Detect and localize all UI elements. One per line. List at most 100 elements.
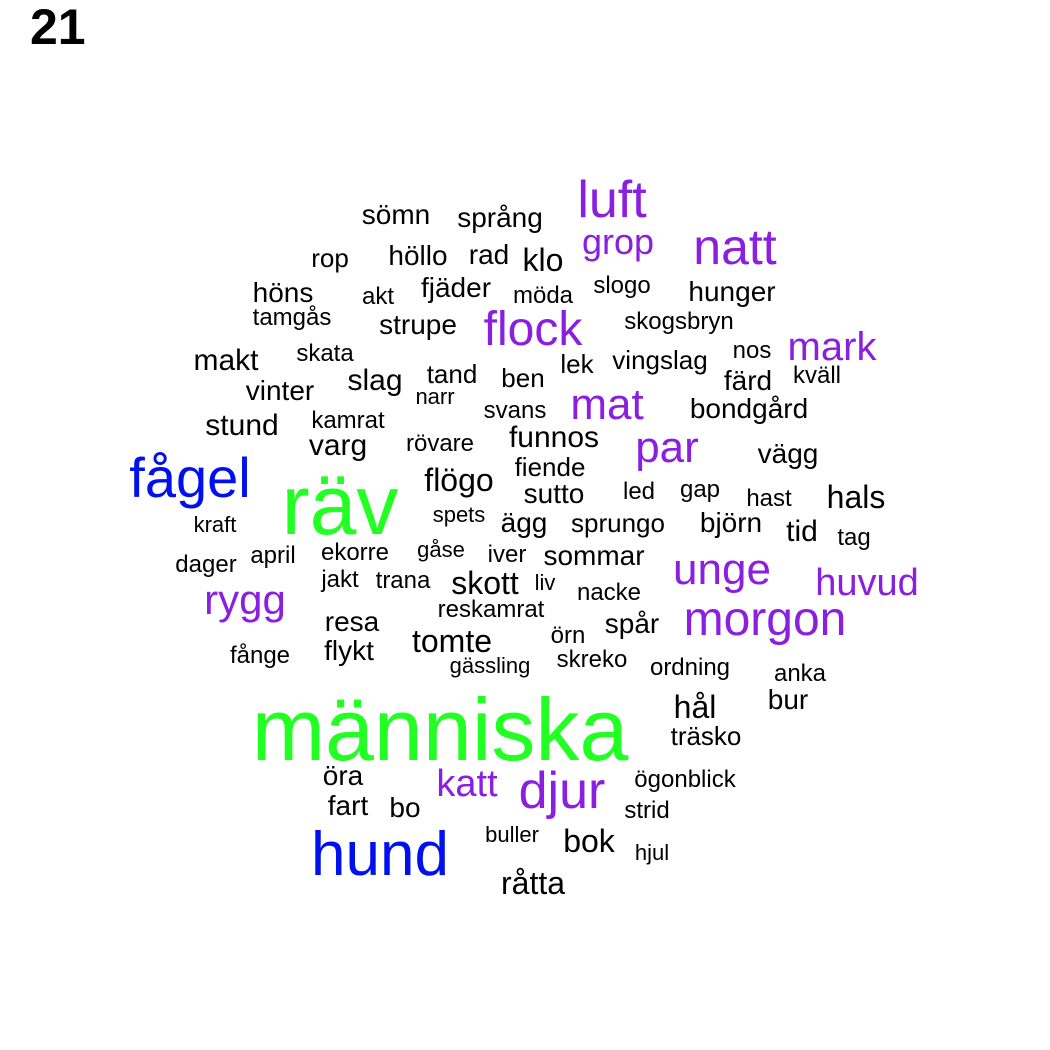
word-sprungo: sprungo (571, 508, 665, 538)
word-dager: dager (175, 551, 237, 578)
word-hunger: hunger (688, 276, 776, 307)
word-gap: gap (679, 476, 721, 503)
word-stund: stund (205, 409, 279, 442)
word-rad: rad (468, 239, 510, 270)
word-fånge: fånge (229, 642, 291, 669)
word-iver: iver (487, 541, 527, 568)
word-skata: skata (296, 340, 354, 367)
word-bo: bo (389, 792, 421, 823)
word-fjäder: fjäder (420, 272, 492, 303)
word-jakt: jakt (321, 566, 359, 593)
word-ordning: ordning (649, 654, 731, 681)
word-rövare: rövare (405, 430, 475, 457)
word-djur: djur (518, 762, 606, 820)
word-höllo: höllo (388, 240, 448, 271)
word-sömn: sömn (361, 199, 431, 230)
word-led: led (622, 478, 656, 505)
word-tag: tag (837, 524, 871, 551)
word-hål: hål (673, 689, 717, 725)
word-öra: öra (322, 760, 364, 791)
word-hals: hals (826, 479, 886, 515)
word-ägg: ägg (500, 507, 548, 538)
word-strid: strid (624, 797, 670, 824)
word-huvud: huvud (815, 562, 919, 604)
word-bondgård: bondgård (689, 393, 809, 424)
word-vägg: vägg (757, 438, 819, 469)
word-träsko: träsko (670, 721, 742, 751)
word-bur: bur (767, 684, 809, 715)
word-grop: grop (581, 221, 655, 262)
word-hund: hund (311, 820, 449, 889)
word-narr: narr (415, 384, 455, 409)
word-trana: trana (375, 567, 431, 594)
word-spets: spets (432, 502, 486, 527)
word-sutto: sutto (523, 478, 585, 509)
word-natt: natt (693, 219, 777, 275)
word-gåse: gåse (417, 537, 465, 562)
word-råtta: råtta (500, 865, 566, 901)
word-svans: svans (483, 397, 547, 424)
word-ben: ben (501, 363, 545, 393)
word-kraft: kraft (193, 512, 237, 537)
word-tid: tid (786, 515, 818, 548)
word-varg: varg (308, 429, 368, 462)
word-april: april (250, 542, 296, 569)
word-bok: bok (563, 823, 615, 859)
word-akt: akt (361, 283, 395, 310)
word-funnos: funnos (508, 421, 600, 454)
word-hast: hast (746, 485, 792, 512)
word-spår: spår (604, 608, 660, 639)
word-kväll: kväll (792, 362, 842, 389)
word-slogo: slogo (593, 272, 651, 299)
word-fiende: fiende (514, 452, 586, 482)
word-tomte: tomte (411, 623, 493, 659)
word-flock: flock (483, 303, 583, 356)
word-skott: skott (451, 565, 519, 601)
word-färd: färd (723, 365, 773, 396)
word-nos: nos (732, 337, 772, 364)
word-katt: katt (436, 763, 498, 805)
word-luft: luft (577, 171, 647, 229)
word-resa: resa (324, 606, 380, 637)
word-morgon: morgon (683, 593, 847, 646)
word-mat: mat (570, 380, 644, 429)
word-vingslag: vingslag (612, 345, 708, 375)
word-rygg: rygg (204, 576, 286, 623)
word-strupe: strupe (379, 309, 457, 340)
word-rop: rop (311, 243, 349, 273)
word-par: par (635, 423, 699, 472)
word-reskamrat: reskamrat (437, 596, 545, 623)
word-flykt: flykt (324, 635, 374, 666)
word-klo: klo (522, 242, 564, 278)
word-hjul: hjul (634, 840, 670, 865)
word-språng: språng (457, 202, 543, 233)
word-vinter: vinter (245, 375, 315, 406)
word-anka: anka (773, 660, 827, 687)
word-höns: höns (252, 277, 314, 308)
word-tamgås: tamgås (252, 304, 332, 331)
word-makt: makt (193, 344, 259, 377)
word-buller: buller (485, 822, 539, 847)
word-björn: björn (699, 507, 763, 538)
word-kamrat: kamrat (311, 407, 385, 434)
word-fågel: fågel (129, 446, 251, 509)
word-tand: tand (426, 359, 478, 389)
word-mark: mark (787, 325, 877, 369)
word-ögonblick: ögonblick (634, 766, 736, 793)
word-örn: örn (550, 622, 586, 649)
word-skreko: skreko (556, 646, 628, 673)
word-räv: räv (281, 458, 399, 552)
word-människa: människa (251, 680, 629, 779)
word-ekorre: ekorre (320, 539, 390, 566)
page-number: 21 (30, 0, 86, 55)
word-unge: unge (673, 545, 771, 594)
word-nacke: nacke (576, 579, 642, 606)
word-lek: lek (560, 349, 594, 379)
word-liv: liv (534, 570, 556, 595)
word-sommar: sommar (543, 540, 645, 571)
word-slag: slag (347, 364, 403, 397)
word-möda: möda (512, 282, 574, 309)
word-skogsbryn: skogsbryn (624, 308, 734, 335)
word-gässling: gässling (449, 653, 531, 678)
